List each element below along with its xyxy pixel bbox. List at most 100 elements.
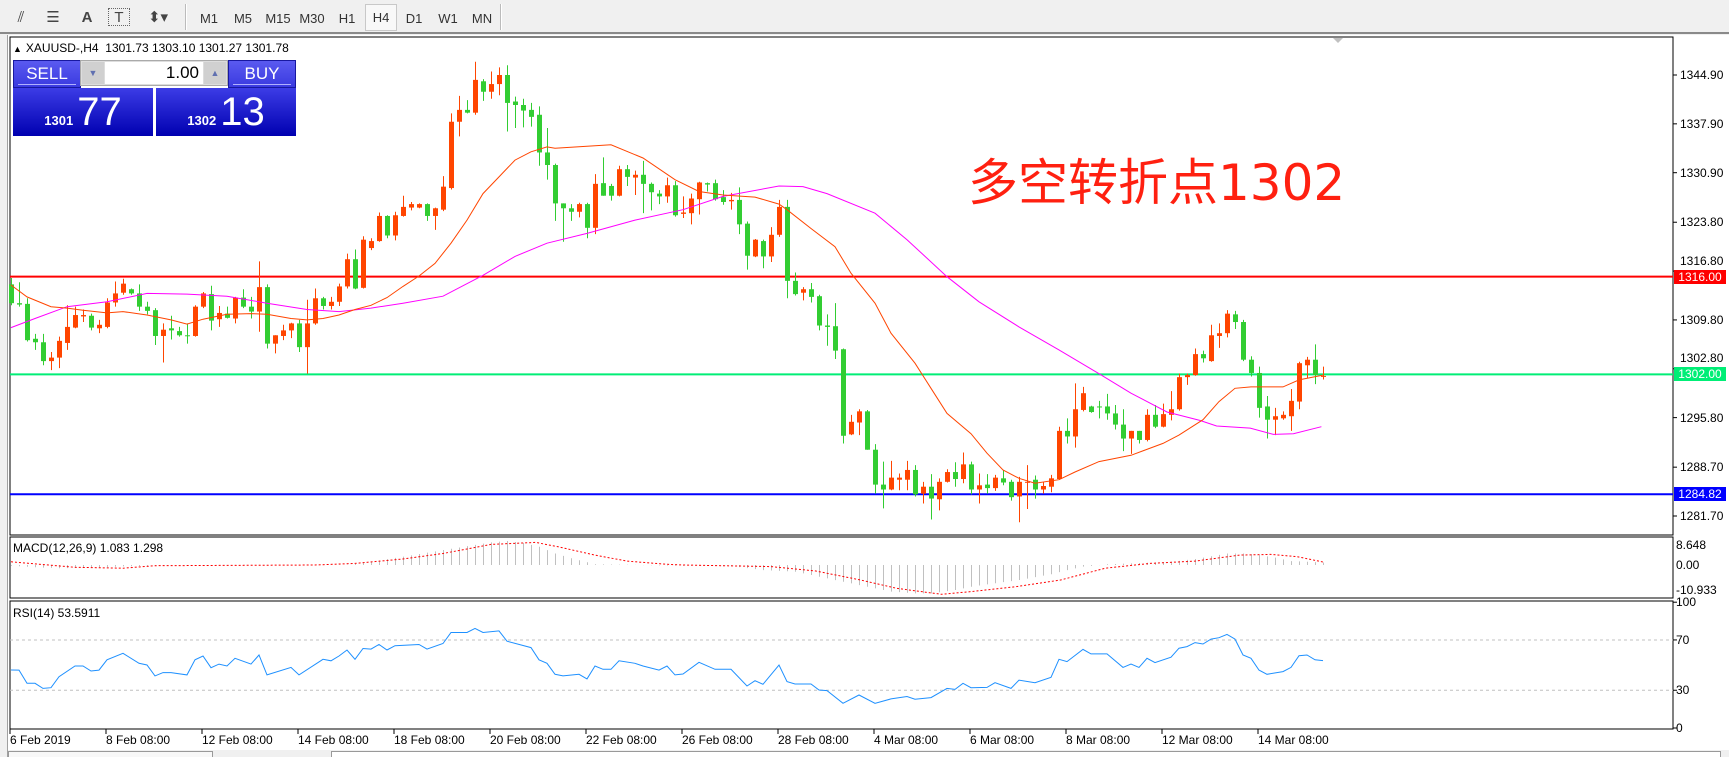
candle-body bbox=[665, 185, 670, 197]
chart-tabs-bar bbox=[8, 750, 1729, 757]
price-tag-1284.82: 1284.82 bbox=[1674, 487, 1726, 502]
candle-body bbox=[777, 206, 782, 235]
timeframe-mn[interactable]: MN bbox=[471, 10, 493, 26]
candle-body bbox=[289, 323, 294, 331]
chart-tab[interactable] bbox=[8, 751, 213, 757]
price-tag-1316.00: 1316.00 bbox=[1674, 269, 1726, 284]
candle-body bbox=[449, 121, 454, 189]
candle-body bbox=[641, 174, 646, 184]
time-axis-label: 20 Feb 08:00 bbox=[490, 733, 561, 747]
price-axis-label: 1281.70 bbox=[1680, 509, 1724, 523]
candle-body bbox=[1217, 333, 1222, 336]
sell-button[interactable]: SELL bbox=[13, 60, 81, 88]
candle-body bbox=[593, 183, 598, 228]
candle-body bbox=[497, 75, 502, 85]
candle-body bbox=[825, 325, 830, 327]
price-tag-1302.00: 1302.00 bbox=[1674, 367, 1726, 382]
text-label-t-icon[interactable]: T bbox=[108, 8, 130, 26]
candle-body bbox=[1097, 406, 1102, 408]
candle-body bbox=[657, 193, 662, 197]
price-axis-label: 1323.80 bbox=[1680, 215, 1724, 230]
candle-body bbox=[833, 326, 838, 351]
lot-input[interactable]: 1.00 bbox=[105, 62, 203, 84]
sell-price-big: 1301 bbox=[44, 113, 74, 128]
candle-body bbox=[1177, 377, 1182, 410]
candle-body bbox=[577, 204, 582, 212]
chart-tab[interactable] bbox=[331, 751, 1721, 757]
candle-body bbox=[401, 206, 406, 216]
time-axis-label: 28 Feb 08:00 bbox=[778, 733, 849, 747]
timeframe-w1[interactable]: W1 bbox=[438, 10, 458, 26]
candle-body bbox=[1033, 479, 1038, 490]
candle-body bbox=[561, 203, 566, 209]
candle-body bbox=[1241, 322, 1246, 360]
candle-body bbox=[489, 84, 494, 92]
toolbar-separator bbox=[185, 4, 187, 30]
chart-e-icon[interactable]: ⫽ bbox=[17, 8, 25, 26]
candle-body bbox=[1065, 430, 1070, 437]
timeframe-h1[interactable]: H1 bbox=[338, 10, 356, 26]
candle-body bbox=[233, 297, 238, 319]
ohlc-readout: 1301.73 1303.10 1301.27 1301.78 bbox=[105, 41, 289, 55]
timeframe-d1[interactable]: D1 bbox=[405, 10, 423, 26]
chart-tab-active[interactable] bbox=[213, 751, 331, 757]
collapse-triangle-icon[interactable]: ▲ bbox=[13, 44, 22, 54]
rsi-line bbox=[10, 627, 1324, 704]
text-a-icon[interactable]: A bbox=[81, 8, 93, 26]
candle-body bbox=[329, 301, 334, 306]
candle-body bbox=[1153, 414, 1158, 427]
candle-body bbox=[913, 469, 918, 495]
candle-body bbox=[89, 315, 94, 328]
candle-body bbox=[81, 315, 86, 317]
candle-body bbox=[793, 280, 798, 295]
candle-body bbox=[921, 486, 926, 494]
toolbar-separator bbox=[500, 4, 502, 30]
candle-body bbox=[377, 215, 382, 242]
fibo-f-icon[interactable]: ☰ bbox=[46, 9, 60, 26]
time-axis-label: 6 Mar 08:00 bbox=[970, 733, 1035, 747]
candle-body bbox=[609, 185, 614, 196]
macd-signal-line bbox=[10, 541, 1324, 595]
lot-decrease-icon[interactable]: ▼ bbox=[82, 62, 104, 84]
timeframe-m15[interactable]: M15 bbox=[265, 10, 291, 26]
timeframe-m1[interactable]: M1 bbox=[199, 10, 219, 26]
candle-body bbox=[945, 472, 950, 482]
candle-body bbox=[1041, 486, 1046, 490]
candle-body bbox=[801, 289, 806, 293]
buy-button[interactable]: BUY bbox=[228, 60, 296, 88]
candle-body bbox=[785, 206, 790, 281]
timeframe-h4[interactable]: H4 bbox=[365, 4, 397, 31]
sell-price-button[interactable]: 1301 77 bbox=[13, 88, 153, 136]
candle-body bbox=[481, 81, 486, 92]
lot-increase-icon[interactable]: ▲ bbox=[204, 62, 226, 84]
buy-price-button[interactable]: 1302 13 bbox=[156, 88, 296, 136]
candle-body bbox=[513, 101, 518, 106]
time-axis-label: 14 Feb 08:00 bbox=[298, 733, 369, 747]
candle-body bbox=[353, 259, 358, 289]
candle-body bbox=[1049, 478, 1054, 487]
timeframe-m5[interactable]: M5 bbox=[233, 10, 253, 26]
candle-body bbox=[25, 303, 30, 341]
candle-body bbox=[425, 204, 430, 216]
candle-body bbox=[1081, 393, 1086, 410]
candle-body bbox=[305, 323, 310, 348]
candle-body bbox=[297, 323, 302, 348]
timeframe-m30[interactable]: M30 bbox=[299, 10, 325, 26]
price-axis-label: 1330.90 bbox=[1680, 165, 1724, 180]
lot-stepper: ▼ 1.00 ▲ bbox=[80, 60, 228, 86]
time-axis-label: 4 Mar 08:00 bbox=[874, 733, 939, 747]
arrows-dropdown-icon[interactable]: ⬍▾ bbox=[147, 9, 169, 26]
candle-body bbox=[1105, 406, 1110, 414]
time-axis-label: 12 Feb 08:00 bbox=[202, 733, 273, 747]
candle-body bbox=[49, 357, 54, 362]
candle-body bbox=[809, 289, 814, 297]
candle-body bbox=[1089, 406, 1094, 413]
chart-window[interactable] bbox=[8, 35, 1729, 751]
buy-price-big: 1302 bbox=[187, 113, 217, 128]
rsi-axis-label: 0 bbox=[1676, 721, 1683, 735]
macd-axis-label: 0.00 bbox=[1676, 558, 1700, 572]
candle-body bbox=[73, 315, 78, 328]
candle-body bbox=[433, 208, 438, 216]
candle-body bbox=[9, 284, 14, 304]
